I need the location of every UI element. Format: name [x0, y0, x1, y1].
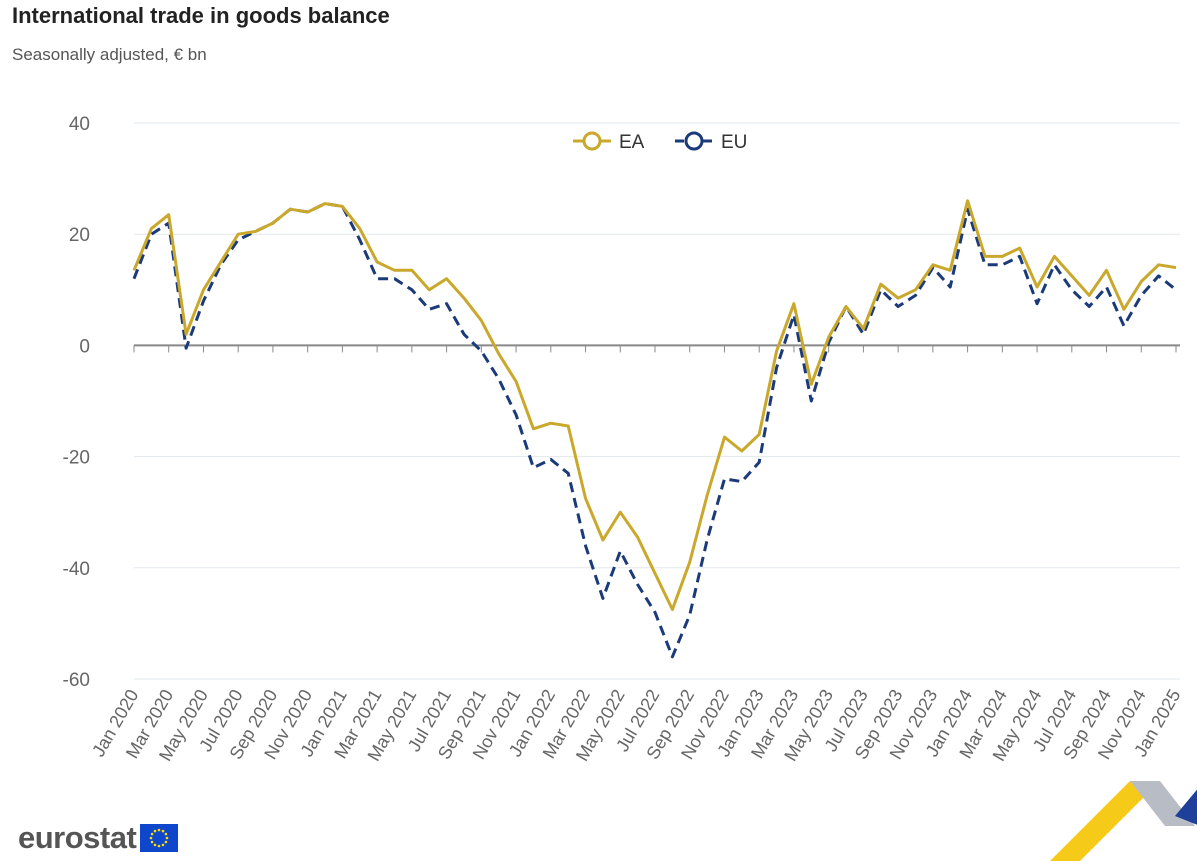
flag-star [164, 832, 168, 836]
legend-marker-icon [582, 131, 602, 151]
flag-star [150, 836, 153, 840]
series-line-eu [132, 202, 1177, 659]
flag-star [154, 843, 157, 847]
series-line-ea [132, 199, 1177, 611]
y-tick-label: 20 [69, 225, 90, 246]
y-tick-label: -20 [63, 448, 90, 469]
y-tick-label: 40 [69, 114, 90, 135]
legend-label: EA [619, 132, 645, 153]
flag-star [158, 844, 161, 848]
flag-star [162, 829, 165, 833]
eu-flag-icon [140, 824, 179, 852]
y-tick-label: -60 [63, 670, 90, 691]
legend-item-eu[interactable]: EU [675, 131, 747, 153]
legend-item-ea[interactable]: EA [573, 131, 645, 153]
flag-star [162, 843, 165, 847]
logo-text: eurostat [18, 820, 137, 855]
eurostat-logo: eurostat [18, 820, 179, 856]
legend-label: EU [721, 132, 747, 153]
flag-star [164, 840, 168, 844]
legend-marker-icon [684, 131, 704, 151]
decorative-corner-shape [1050, 781, 1197, 861]
flag-star [158, 828, 161, 832]
flag-star [154, 829, 157, 833]
y-tick-label: -40 [63, 559, 90, 580]
chart-subtitle: Seasonally adjusted, € bn [12, 45, 207, 64]
flag-star [166, 836, 169, 840]
chart-title: International trade in goods balance [12, 3, 390, 28]
flag-star [151, 832, 154, 836]
y-tick-label: 0 [79, 336, 90, 357]
flag-star [151, 840, 154, 844]
